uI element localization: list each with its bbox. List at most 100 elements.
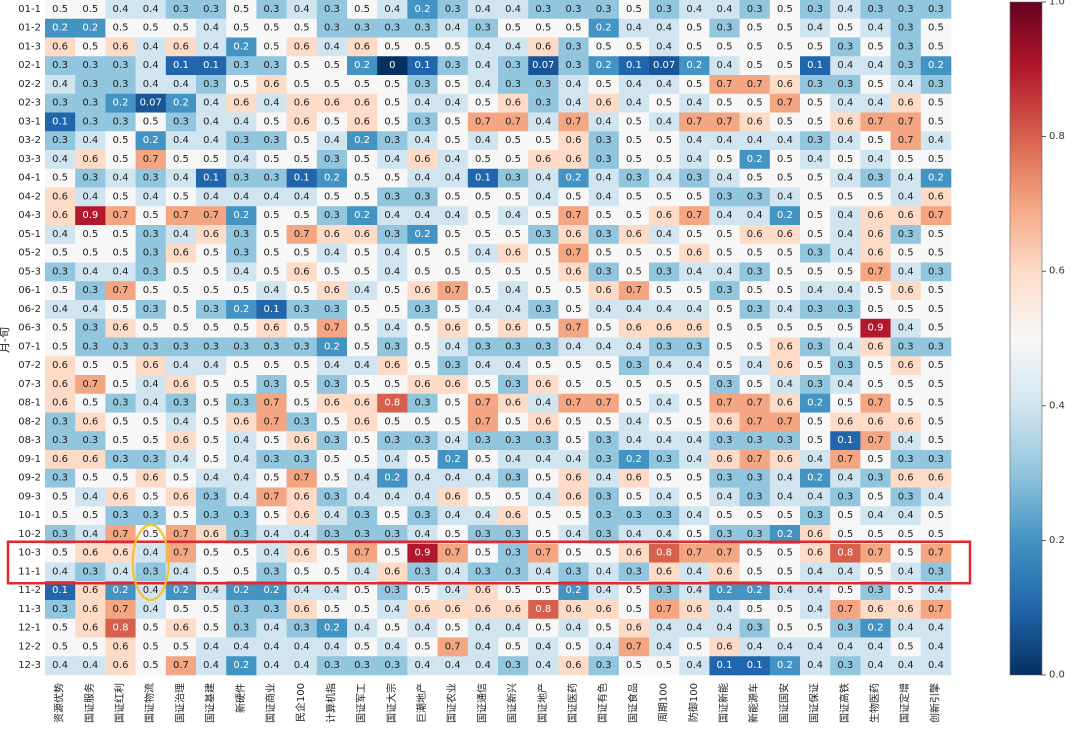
cell-value-label: 0.3: [898, 491, 914, 502]
cell-value-label: 0.3: [82, 60, 98, 71]
heatmap-cell: [316, 0, 348, 20]
x-tick-label: 新能源车: [747, 683, 760, 723]
heatmap-cell: [165, 112, 197, 132]
heatmap-cell: [498, 93, 529, 113]
cell-value-label: 0.5: [747, 323, 763, 334]
cell-value-label: 0.5: [505, 23, 521, 34]
cell-value-label: 0.5: [626, 604, 642, 615]
cell-value-label: 0.4: [596, 566, 612, 577]
cell-value-label: 0.6: [173, 435, 189, 446]
cell-value-label: 0.5: [535, 266, 551, 277]
y-tick-label: 10-2: [18, 529, 41, 540]
cell-value-label: 0.3: [596, 266, 612, 277]
heatmap-cell: [830, 206, 861, 226]
heatmap-cell: [618, 75, 650, 95]
cell-value-label: 0.3: [596, 454, 612, 465]
heatmap-cell: [528, 112, 559, 132]
cell-value-label: 0.3: [475, 435, 491, 446]
x-tick-label: 国证通信: [476, 683, 488, 723]
cell-value-label: 0.5: [807, 41, 823, 52]
cell-value-label: 0.5: [868, 454, 884, 465]
heatmap-cell: [165, 243, 197, 263]
cell-value-label: 0.4: [82, 491, 98, 502]
cell-value-label: 0.5: [294, 379, 310, 390]
cell-value-label: 0.5: [294, 566, 310, 577]
heatmap-cell: [618, 37, 650, 57]
cell-value-label: 0.4: [475, 510, 491, 521]
cell-value-label: 0.5: [566, 641, 582, 652]
cell-value-label: 0.7: [868, 398, 884, 409]
heatmap-cell: [407, 206, 438, 226]
cell-value-label: 0.4: [505, 454, 521, 465]
cell-value-label: 0.7: [173, 529, 189, 540]
heatmap-cell: [920, 225, 952, 245]
heatmap-cell: [45, 168, 76, 188]
cell-value-label: 0.4: [807, 23, 823, 34]
cell-value-label: 0.3: [113, 60, 129, 71]
cell-value-label: 0.5: [143, 285, 159, 296]
cell-value-label: 0.6: [505, 510, 521, 521]
cell-value-label: 0.6: [173, 379, 189, 390]
cell-value-label: 0.4: [837, 285, 853, 296]
cell-value-label: 0.5: [868, 379, 884, 390]
heatmap-cell: [105, 112, 136, 132]
cell-value-label: 0.4: [686, 135, 702, 146]
cell-value-label: 0.5: [384, 173, 400, 184]
cell-value-label: 0.2: [324, 623, 340, 634]
x-tick-label: 国证保证: [808, 683, 821, 723]
heatmap-cell: [498, 225, 529, 245]
heatmap-cell: [769, 187, 801, 207]
heatmap-cell: [618, 56, 650, 76]
heatmap-cell: [286, 75, 318, 95]
cell-value-label: 0.5: [324, 191, 340, 202]
cell-value-label: 0.7: [868, 548, 884, 559]
heatmap-cell: [135, 0, 167, 20]
cell-value-label: 0.4: [596, 304, 612, 315]
cell-value-label: 0.6: [113, 491, 129, 502]
heatmap-cell: [226, 168, 257, 188]
cell-value-label: 0.5: [717, 304, 733, 315]
heatmap-cell: [739, 18, 771, 38]
heatmap-cell: [347, 150, 378, 170]
cell-value-label: 0.3: [173, 341, 189, 352]
cell-value-label: 0.4: [898, 510, 914, 521]
cell-value-label: 0.1: [747, 660, 763, 671]
cell-value-label: 0.6: [203, 229, 219, 240]
heatmap-cell: [890, 37, 922, 57]
cell-value-label: 0.5: [264, 510, 280, 521]
cell-value-label: 0.5: [656, 154, 672, 165]
cell-value-label: 0.5: [868, 304, 884, 315]
cell-value-label: 0.4: [233, 116, 249, 127]
cell-value-label: 0.6: [173, 491, 189, 502]
cell-value-label: 0.3: [324, 23, 340, 34]
cell-value-label: 0.3: [807, 510, 823, 521]
cell-value-label: 0.5: [837, 266, 853, 277]
cell-value-label: 0.3: [717, 435, 733, 446]
heatmap-cell: [649, 112, 680, 132]
x-tick-label: 民企100: [294, 683, 307, 722]
cell-value-label: 0.5: [626, 266, 642, 277]
heatmap-cell: [528, 150, 559, 170]
cell-value-label: 0.2: [868, 623, 884, 634]
cell-value-label: 0.4: [415, 135, 431, 146]
heatmap-cell: [709, 75, 740, 95]
cell-value-label: 0.4: [475, 79, 491, 90]
cell-value-label: 0.5: [566, 379, 582, 390]
cell-value-label: 0.4: [52, 229, 68, 240]
cell-value-label: 0.3: [626, 173, 642, 184]
cell-value-label: 0.4: [475, 623, 491, 634]
cell-value-label: 0.5: [354, 585, 370, 596]
cell-value-label: 0.3: [566, 4, 582, 15]
cell-value-label: 0.5: [233, 379, 249, 390]
heatmap-cell: [498, 0, 529, 20]
cell-value-label: 0.3: [82, 116, 98, 127]
cell-value-label: 0.4: [354, 566, 370, 577]
cell-value-label: 0.5: [233, 4, 249, 15]
heatmap-cell: [377, 112, 408, 132]
heatmap-cell: [75, 37, 106, 57]
cell-value-label: 0.5: [807, 229, 823, 240]
cell-value-label: 0.6: [264, 323, 280, 334]
cell-value-label: 0.7: [475, 416, 491, 427]
cell-value-label: 0.3: [717, 379, 733, 390]
cell-value-label: 0.5: [203, 454, 219, 465]
